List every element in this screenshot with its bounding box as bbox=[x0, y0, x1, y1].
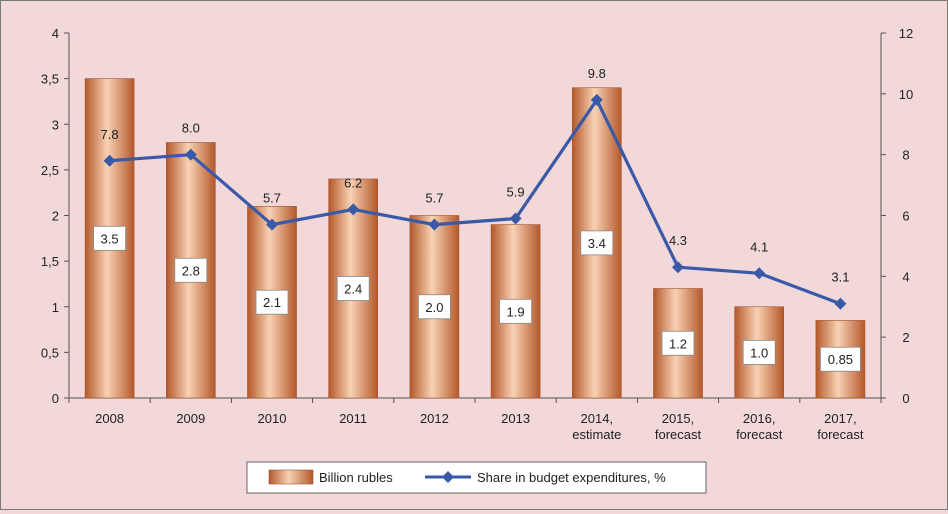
bar-value-label: 1.0 bbox=[750, 345, 768, 360]
line-point-marker[interactable] bbox=[103, 154, 116, 167]
x-tick-label: 2015, bbox=[662, 411, 695, 426]
bar-value-box bbox=[93, 225, 126, 251]
bar-value-label: 2.4 bbox=[344, 282, 362, 297]
bar-value-label: 3.4 bbox=[588, 236, 606, 251]
bar-value-label: 2.0 bbox=[425, 300, 443, 315]
x-tick-label: 2016, bbox=[743, 411, 776, 426]
bar-value-label: 1.2 bbox=[669, 336, 687, 351]
line-point-marker[interactable] bbox=[753, 267, 766, 280]
line-point-marker[interactable] bbox=[834, 297, 847, 310]
line-value-label: 5.9 bbox=[507, 185, 525, 200]
legend-box bbox=[246, 461, 707, 494]
y-left-tick-label: 4 bbox=[52, 26, 59, 41]
y-left-tick-label: 2,5 bbox=[41, 163, 59, 178]
bar-value-box bbox=[499, 298, 533, 324]
x-tick-label: 2012 bbox=[420, 411, 449, 426]
x-tick-label: 2010 bbox=[258, 411, 287, 426]
y-right-tick-label: 10 bbox=[899, 87, 913, 102]
legend-line-label: Share in budget expenditures, % bbox=[477, 470, 666, 485]
line-value-label: 8.0 bbox=[182, 121, 200, 136]
x-tick-label: forecast bbox=[817, 427, 864, 442]
share-line bbox=[109, 98, 841, 306]
line-value-label: 5.7 bbox=[263, 191, 281, 206]
bar-value-label: 1.9 bbox=[507, 304, 525, 319]
y-left-tick-label: 3 bbox=[52, 117, 59, 132]
bar-value-box bbox=[661, 330, 695, 356]
y-right-tick-label: 6 bbox=[902, 209, 909, 224]
y-right-tick-label: 8 bbox=[902, 148, 909, 163]
x-tick-label: 2013 bbox=[501, 411, 530, 426]
bar-value-box bbox=[417, 294, 451, 320]
line-value-label: 4.3 bbox=[669, 233, 687, 248]
line-point-marker[interactable] bbox=[590, 93, 603, 106]
bar-value-box bbox=[174, 257, 208, 283]
line-value-label: 9.8 bbox=[588, 66, 606, 81]
legend-bar-label: Billion rubles bbox=[319, 470, 393, 485]
line-point-marker[interactable] bbox=[428, 218, 441, 231]
y-left-tick-label: 1,5 bbox=[41, 254, 59, 269]
x-tick-label: 2011 bbox=[339, 411, 367, 426]
legend-bar-swatch bbox=[268, 469, 314, 485]
bar-value-label: 2.1 bbox=[263, 295, 281, 310]
line-value-label: 4.1 bbox=[750, 239, 768, 254]
x-tick-label: 2014, bbox=[581, 411, 614, 426]
line-point-marker[interactable] bbox=[266, 218, 278, 231]
line-point-marker[interactable] bbox=[184, 148, 197, 161]
y-left-tick-label: 0,5 bbox=[41, 345, 59, 360]
y-right-tick-label: 0 bbox=[902, 391, 909, 406]
line-point-marker[interactable] bbox=[347, 203, 360, 216]
y-left-tick-label: 2 bbox=[52, 209, 59, 224]
x-tick-label: estimate bbox=[572, 427, 621, 442]
y-right-tick-label: 12 bbox=[899, 26, 913, 41]
y-right-tick-label: 2 bbox=[902, 330, 909, 345]
line-value-label: 7.8 bbox=[101, 127, 119, 142]
x-tick-label: 2017, bbox=[824, 411, 857, 426]
bar-value-label: 2.8 bbox=[182, 263, 200, 278]
x-tick-label: 2009 bbox=[176, 411, 205, 426]
x-tick-label: forecast bbox=[655, 427, 702, 442]
x-tick-label: 2008 bbox=[95, 411, 124, 426]
line-value-label: 6.2 bbox=[344, 175, 362, 190]
legend-line-marker bbox=[442, 471, 454, 483]
y-left-tick-label: 3,5 bbox=[41, 72, 59, 87]
line-value-label: 3.1 bbox=[831, 270, 849, 285]
line-point-marker[interactable] bbox=[672, 261, 684, 274]
y-left-tick-label: 0 bbox=[52, 391, 59, 406]
bar-value-box bbox=[336, 276, 370, 301]
bar-value-label: 0.85 bbox=[828, 352, 853, 367]
y-left-tick-label: 1 bbox=[52, 300, 59, 315]
bar-value-box bbox=[820, 346, 861, 372]
bar-value-box bbox=[742, 339, 776, 365]
bar-value-box bbox=[255, 289, 289, 315]
bar-value-label: 3.5 bbox=[101, 231, 119, 246]
x-tick-label: forecast bbox=[736, 427, 783, 442]
bar-value-box bbox=[580, 230, 614, 256]
y-right-tick-label: 4 bbox=[902, 269, 909, 284]
line-value-label: 5.7 bbox=[425, 191, 443, 206]
